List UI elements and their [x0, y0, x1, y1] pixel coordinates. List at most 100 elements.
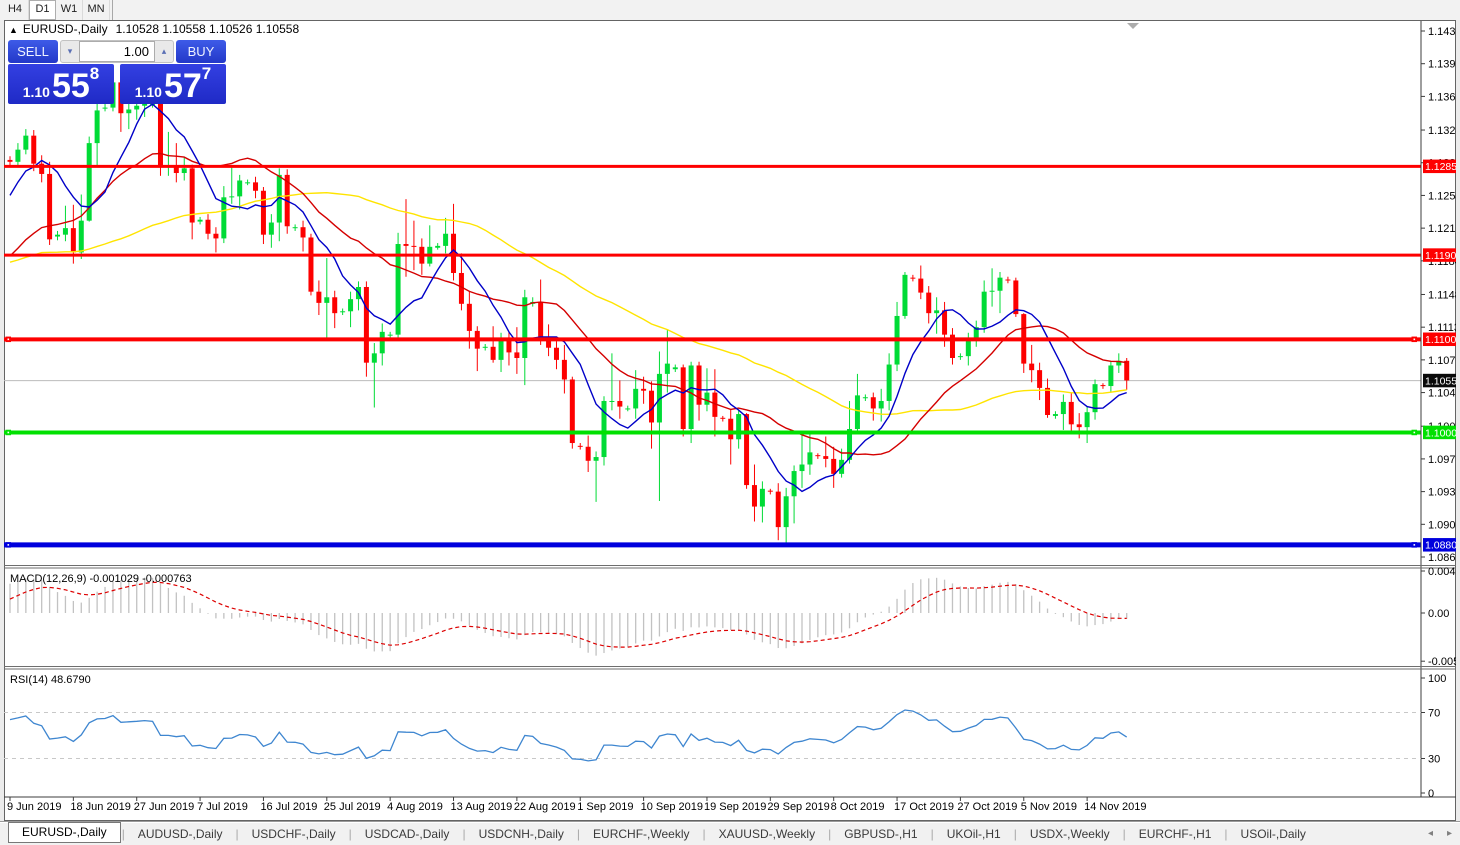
svg-text:1.11130: 1.11130 — [1428, 322, 1456, 334]
volume-decrease-icon[interactable]: ▾ — [67, 46, 73, 56]
bid-prefix: 1.10 — [22, 83, 50, 100]
svg-text:1.11480: 1.11480 — [1428, 289, 1456, 301]
svg-text:1.14300: 1.14300 — [1428, 26, 1456, 38]
tab-separator: | — [930, 826, 934, 841]
tab-separator: | — [1122, 826, 1126, 841]
svg-text:14 Nov 2019: 14 Nov 2019 — [1084, 801, 1146, 813]
tab-audusd-daily[interactable]: AUDUSD-,Daily — [137, 826, 223, 841]
svg-text:30: 30 — [1428, 754, 1440, 766]
chart-ohlc-values: 1.10528 1.10558 1.10526 1.10558 — [115, 22, 300, 36]
svg-text:29 Sep 2019: 29 Sep 2019 — [767, 801, 829, 813]
rsi-line — [9, 709, 1128, 762]
svg-text:4 Aug 2019: 4 Aug 2019 — [387, 801, 443, 813]
ask-price-button[interactable]: 1.10 57 7 — [120, 64, 226, 104]
svg-text:RSI(14) 48.6790: RSI(14) 48.6790 — [10, 674, 91, 686]
chart-tab-bar: EURUSD-,Daily | AUDUSD-,Daily | USDCHF-,Dail… — [0, 821, 1460, 845]
svg-text:17 Oct 2019: 17 Oct 2019 — [894, 801, 954, 813]
price-chart[interactable]: 1.143001.139501.136001.132401.128901.125… — [4, 20, 1456, 821]
tab-separator: | — [1013, 826, 1017, 841]
svg-text:19 Sep 2019: 19 Sep 2019 — [704, 801, 766, 813]
tab-separator: | — [462, 826, 466, 841]
svg-text:7 Jul 2019: 7 Jul 2019 — [197, 801, 248, 813]
svg-text:0.004536: 0.004536 — [1428, 566, 1456, 578]
volume-field[interactable]: 1.00 — [79, 41, 155, 62]
svg-text:13 Aug 2019: 13 Aug 2019 — [451, 801, 513, 813]
svg-text:1 Sep 2019: 1 Sep 2019 — [577, 801, 633, 813]
svg-text:-0.005205: -0.005205 — [1428, 656, 1456, 668]
svg-text:0: 0 — [1428, 788, 1434, 800]
tab-separator: | — [576, 826, 581, 841]
ma-50-line — [9, 191, 1127, 416]
tab-eurusd-daily[interactable]: EURUSD-,Daily — [8, 822, 121, 843]
collapse-panel-icon[interactable]: ▲ — [9, 25, 18, 35]
svg-text:18 Jun 2019: 18 Jun 2019 — [70, 801, 131, 813]
timeframe-toolbar: H4 D1 W1 MN — [0, 0, 1460, 20]
svg-text:1.11000: 1.11000 — [1425, 334, 1456, 346]
ask-pip-digit: 7 — [201, 64, 212, 83]
bid-price-button[interactable]: 1.10 55 8 — [8, 64, 114, 104]
timeframe-button-d1[interactable]: D1 — [29, 0, 56, 20]
tab-separator: | — [121, 826, 125, 841]
svg-text:1.09720: 1.09720 — [1428, 454, 1456, 466]
svg-text:0.00: 0.00 — [1428, 608, 1449, 620]
ask-main-digits: 57 — [163, 66, 202, 105]
svg-text:1.10558: 1.10558 — [1425, 375, 1456, 387]
tab-usoil-daily[interactable]: USOil-,Daily — [1240, 826, 1306, 841]
tab-usdcad-daily[interactable]: USDCAD-,Daily — [364, 826, 450, 841]
current-price-label — [1423, 373, 1456, 388]
svg-text:1.08670: 1.08670 — [1428, 552, 1456, 564]
candles-group — [7, 68, 1130, 546]
svg-text:25 Jul 2019: 25 Jul 2019 — [324, 801, 381, 813]
ma-21-line — [9, 152, 1127, 456]
svg-text:1.10780: 1.10780 — [1428, 355, 1456, 367]
chart-symbol-label: EURUSD-,Daily — [22, 22, 108, 36]
buy-button[interactable]: BUY — [176, 40, 226, 63]
tab-usdchf-daily[interactable]: USDCHF-,Daily — [251, 826, 336, 841]
volume-increase-icon[interactable]: ▴ — [161, 46, 167, 56]
svg-text:8 Oct 2019: 8 Oct 2019 — [831, 801, 885, 813]
tab-separator: | — [702, 826, 706, 841]
tab-gbpusd-h1[interactable]: GBPUSD-,H1 — [844, 826, 918, 841]
svg-text:10 Sep 2019: 10 Sep 2019 — [641, 801, 703, 813]
svg-text:27 Jun 2019: 27 Jun 2019 — [134, 801, 195, 813]
svg-text:1.13240: 1.13240 — [1428, 125, 1456, 137]
chart-shift-marker-icon — [1127, 23, 1139, 29]
svg-text:16 Jul 2019: 16 Jul 2019 — [260, 801, 317, 813]
tab-scroll-left-icon[interactable]: ◂ — [1427, 828, 1433, 839]
bid-main-digits: 55 — [51, 66, 90, 105]
timeframe-button-mn[interactable]: MN — [83, 0, 110, 20]
svg-text:100: 100 — [1428, 673, 1446, 685]
svg-text:1.08800: 1.08800 — [1425, 540, 1456, 552]
svg-text:70: 70 — [1428, 708, 1440, 720]
svg-text:1.09370: 1.09370 — [1428, 487, 1456, 499]
timeframe-button-w1[interactable]: W1 — [56, 0, 83, 20]
one-click-trade-panel: SELL ▾ 1.00 ▴ BUY 1.10 55 8 1.10 57 7 — [8, 40, 226, 104]
svg-text:1.13600: 1.13600 — [1428, 91, 1456, 103]
tab-separator: | — [348, 826, 352, 841]
svg-text:1.09020: 1.09020 — [1428, 519, 1456, 531]
tab-separator: | — [1224, 826, 1228, 841]
svg-text:1.13950: 1.13950 — [1428, 59, 1456, 71]
tab-xauusd-weekly[interactable]: XAUUSD-,Weekly — [718, 826, 816, 841]
tab-scroll-right-icon[interactable]: ▸ — [1446, 828, 1452, 839]
timeframe-button-h4[interactable]: H4 — [2, 0, 29, 20]
tab-usdx-weekly[interactable]: USDX-,Weekly — [1029, 826, 1110, 841]
svg-text:1.12540: 1.12540 — [1428, 190, 1456, 202]
ma-8-line — [9, 103, 1127, 493]
sell-button[interactable]: SELL — [8, 40, 58, 63]
tab-eurchf-h1[interactable]: EURCHF-,H1 — [1138, 826, 1212, 841]
tab-usdcnh-daily[interactable]: USDCNH-,Daily — [478, 826, 564, 841]
tab-ukoil-h1[interactable]: UKOil-,H1 — [946, 826, 1001, 841]
svg-text:1.12190: 1.12190 — [1428, 223, 1456, 235]
volume-stepper: ▾ 1.00 ▴ — [60, 40, 174, 63]
tab-separator: | — [828, 826, 832, 841]
svg-text:1.10430: 1.10430 — [1428, 388, 1456, 400]
tab-separator: | — [235, 826, 239, 841]
svg-text:27 Oct 2019: 27 Oct 2019 — [957, 801, 1017, 813]
svg-text:9 Jun 2019: 9 Jun 2019 — [7, 801, 61, 813]
tab-eurchf-weekly[interactable]: EURCHF-,Weekly — [593, 826, 690, 841]
bid-pip-digit: 8 — [89, 64, 100, 83]
chart-title: ▲ EURUSD-,Daily 1.10528 1.10558 1.10526 1.… — [9, 22, 299, 36]
